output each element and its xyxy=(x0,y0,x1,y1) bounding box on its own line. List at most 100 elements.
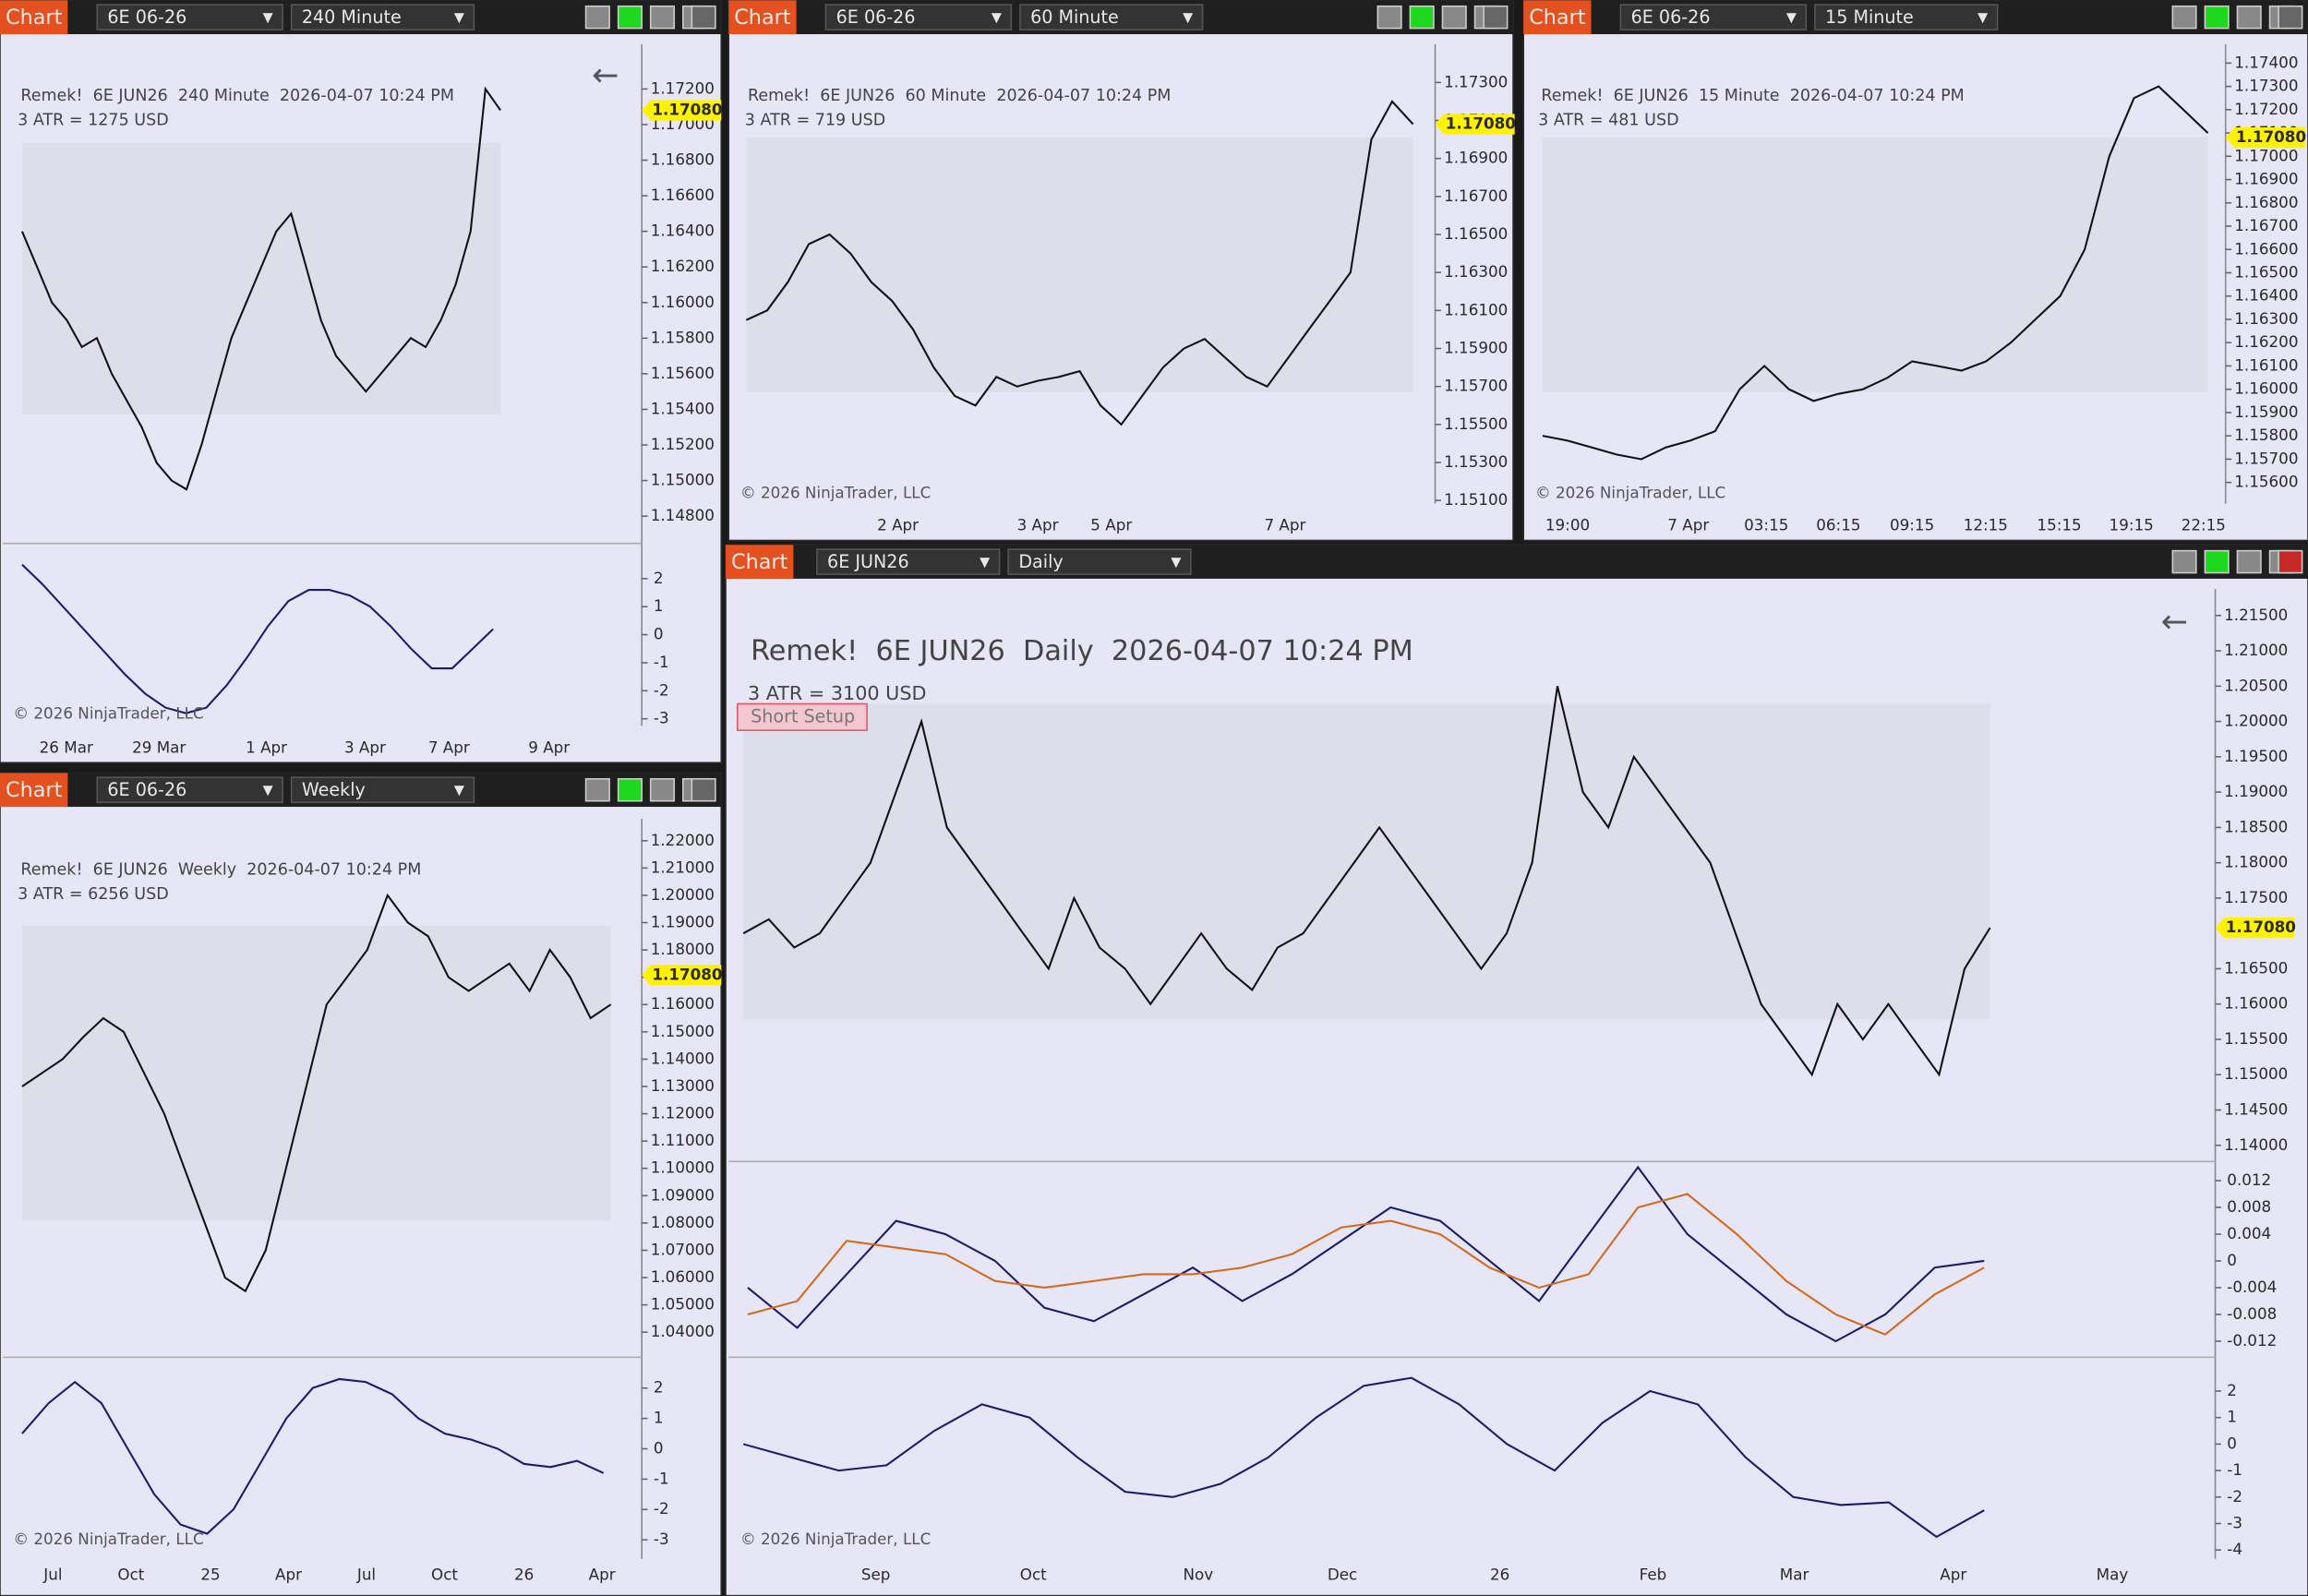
price-tick-label: 1.21000 xyxy=(2224,641,2288,659)
x-tick-label: 22:15 xyxy=(2182,516,2226,534)
instrument-selector[interactable] xyxy=(824,4,1013,31)
chart-tab[interactable] xyxy=(728,0,797,35)
osc-tick-label: 2 xyxy=(654,569,664,587)
instrument-label: 6E 06-26 xyxy=(107,6,186,28)
copyright: © 2026 NinjaTrader, LLC xyxy=(740,1530,931,1548)
x-tick-label: 03:15 xyxy=(1744,516,1788,534)
chart-tab[interactable] xyxy=(0,773,68,808)
x-tick-label: Apr xyxy=(1940,1565,1966,1583)
x-tick-label: 3 Apr xyxy=(1017,516,1059,534)
price-tick-label: 1.17000 xyxy=(2234,146,2298,164)
price-tick-label: 1.16300 xyxy=(1444,262,1508,281)
osc-tick-label: 2 xyxy=(654,1378,664,1397)
chart-header: Remek! 6E JUN26 Daily 2026-04-07 10:24 P… xyxy=(751,635,1413,667)
last-price-badge xyxy=(642,100,722,121)
close-button[interactable] xyxy=(1483,5,1509,30)
close-button[interactable] xyxy=(2278,549,2303,574)
chart-tab[interactable] xyxy=(1523,0,1592,35)
instrument-selector[interactable] xyxy=(1619,4,1808,31)
interval-selector[interactable] xyxy=(290,776,475,804)
copyright: © 2026 NinjaTrader, LLC xyxy=(740,483,931,501)
price-tick-label: 1.16100 xyxy=(1444,300,1508,318)
annotation-box xyxy=(736,702,868,731)
last-price-label: 1.17080 xyxy=(652,965,722,983)
window-button[interactable] xyxy=(2171,5,2197,30)
atr-label: 3 ATR = 1275 USD xyxy=(18,111,169,129)
window-button[interactable] xyxy=(2171,549,2197,574)
osc-tick-label: 0.008 xyxy=(2227,1197,2271,1216)
toolbar: Chart 6E JUN26 ▼ Daily ▼ xyxy=(726,545,2308,579)
window-button[interactable] xyxy=(617,5,643,30)
price-tick-label: 1.16000 xyxy=(2224,994,2288,1013)
price-tick-label: 1.16700 xyxy=(2234,216,2298,234)
x-tick-label: 12:15 xyxy=(1964,516,2008,534)
instrument-selector[interactable] xyxy=(96,776,283,804)
chart-tab[interactable] xyxy=(726,545,794,579)
price-tick-label: 1.17300 xyxy=(2234,77,2298,95)
price-tick-label: 1.18500 xyxy=(2224,817,2288,835)
window-button[interactable] xyxy=(2204,5,2230,30)
price-tick-label: 1.16600 xyxy=(651,186,715,204)
x-tick-label: 3 Apr xyxy=(344,738,386,756)
osc-tick-label: -1 xyxy=(654,1469,669,1487)
interval-selector[interactable] xyxy=(290,4,475,31)
osc-tick-label: -2 xyxy=(654,680,669,699)
osc-tick-label: 1 xyxy=(654,596,664,615)
chart-tab[interactable] xyxy=(0,0,68,35)
window-button[interactable] xyxy=(2236,549,2262,574)
atr-label: 3 ATR = 3100 USD xyxy=(748,682,927,704)
back-arrow[interactable]: ← xyxy=(2161,603,2188,641)
interval-selector[interactable] xyxy=(1007,548,1192,575)
osc-tick-label: -1 xyxy=(654,653,669,671)
last-price-badge xyxy=(1435,114,1515,135)
instrument-selector[interactable] xyxy=(816,548,1001,575)
osc-tick-label: -1 xyxy=(2227,1460,2242,1479)
close-button[interactable] xyxy=(691,5,716,30)
x-tick-label: 09:15 xyxy=(1890,516,1934,534)
window-button[interactable] xyxy=(2204,549,2230,574)
price-tick-label: 1.15900 xyxy=(1444,339,1508,357)
price-tick-label: 1.06000 xyxy=(651,1267,715,1286)
chart-window: Chart 6E JUN26 ▼ Daily ▼ 1.21500 1.21000 1.2050… xyxy=(725,544,2308,1596)
price-tick-label: 1.10000 xyxy=(651,1158,715,1177)
chart-window: Chart 6E 06-26 ▼ Weekly ▼ 1.22000 1.21000 1.200… xyxy=(0,772,723,1596)
price-tick-label: 1.16600 xyxy=(2234,239,2298,258)
osc-tick-label: 0.012 xyxy=(2227,1170,2271,1189)
window-button[interactable] xyxy=(617,777,643,802)
back-arrow[interactable]: ← xyxy=(592,56,619,94)
window-button[interactable] xyxy=(584,777,610,802)
osc-tick-label: 1 xyxy=(654,1409,664,1427)
instrument-label: 6E 06-26 xyxy=(1631,6,1711,28)
price-tick-label: 1.15200 xyxy=(651,435,715,453)
instrument-label: 6E 06-26 xyxy=(107,779,186,800)
price-tick-label: 1.15100 xyxy=(1444,490,1508,509)
interval-selector[interactable] xyxy=(1019,4,1204,31)
oscillator-line xyxy=(747,1193,1985,1336)
close-button[interactable] xyxy=(691,777,716,802)
interval-label: Weekly xyxy=(302,779,366,800)
chart-tab-label: Chart xyxy=(731,550,788,574)
window-button[interactable] xyxy=(649,5,676,30)
window-button[interactable] xyxy=(584,5,610,30)
price-tick-label: 1.07000 xyxy=(651,1240,715,1258)
toolbar: Chart 6E 06-26 ▼ Weekly ▼ xyxy=(0,773,722,808)
interval-selector[interactable] xyxy=(1814,4,1999,31)
price-line xyxy=(20,86,501,491)
window-button[interactable] xyxy=(1441,5,1467,30)
x-tick-label: Oct xyxy=(117,1565,144,1583)
osc-tick-label: 0 xyxy=(654,1439,664,1458)
interval-label: 15 Minute xyxy=(1825,6,1914,28)
window-button[interactable] xyxy=(2236,5,2262,30)
dropdown-arrow: ▼ xyxy=(454,10,464,25)
instrument-selector[interactable] xyxy=(96,4,283,31)
x-tick-label: 29 Mar xyxy=(132,738,186,756)
osc-tick-label: -0.004 xyxy=(2227,1278,2277,1296)
dropdown-arrow: ▼ xyxy=(980,555,990,570)
close-button[interactable] xyxy=(2278,5,2303,30)
window-button[interactable] xyxy=(649,777,676,802)
window-button[interactable] xyxy=(1376,5,1402,30)
price-tick-label: 1.12000 xyxy=(651,1104,715,1122)
window-button[interactable] xyxy=(1409,5,1435,30)
price-tick-label: 1.16000 xyxy=(651,293,715,311)
